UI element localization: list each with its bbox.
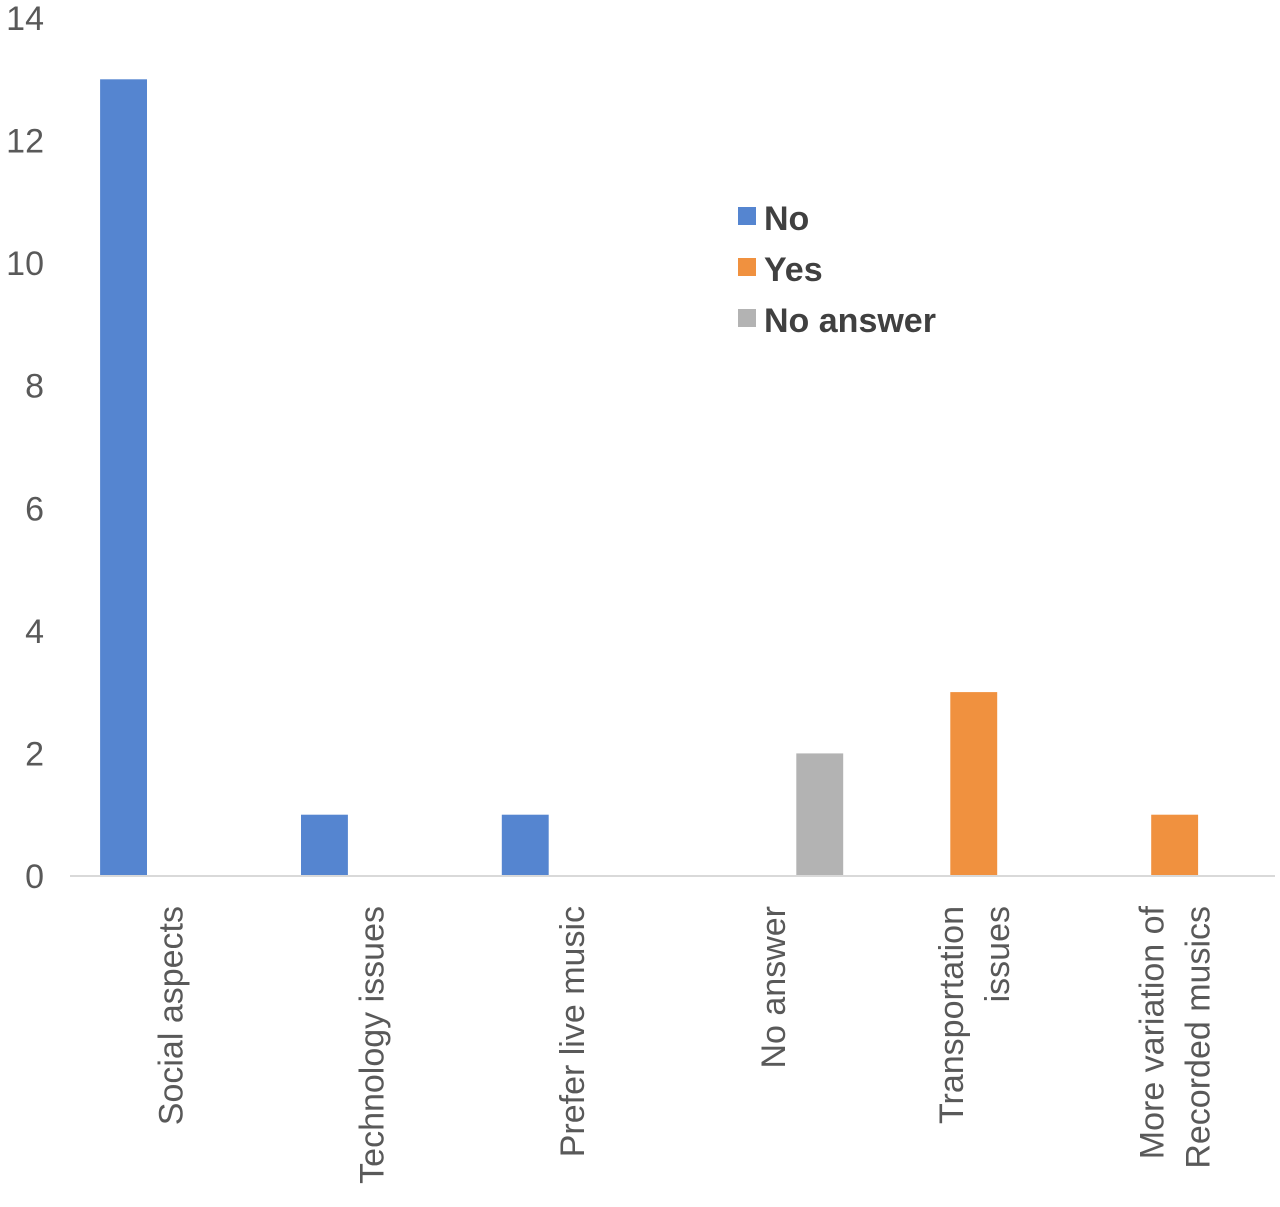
x-category-label-line: Recorded musics — [1180, 906, 1218, 1169]
y-axis: 0 2 4 6 8 10 12 14 — [6, 0, 44, 896]
x-category-label-line: Prefer live music — [554, 906, 592, 1157]
x-category-label-line: Technology issues — [353, 906, 391, 1184]
x-category-label: Transportation issues — [933, 906, 1017, 1124]
bar-no-answer — [796, 753, 844, 876]
x-category-label-line: Transportation — [933, 906, 971, 1124]
legend-swatch — [738, 258, 756, 276]
x-category-label-line: More variation of — [1134, 905, 1172, 1159]
y-tick-label: 10 — [6, 245, 44, 283]
y-tick-label: 6 — [25, 490, 44, 528]
y-tick-label: 0 — [25, 858, 44, 896]
x-axis: Social aspects Technology issues Prefer li… — [152, 905, 1217, 1183]
x-category-label: Technology issues — [353, 906, 391, 1184]
y-tick-label: 4 — [25, 613, 44, 651]
bar-yes — [950, 692, 998, 876]
y-tick-label: 14 — [6, 0, 44, 38]
legend: No Yes No answer — [738, 200, 936, 340]
legend-label: Yes — [764, 251, 823, 289]
legend-swatch — [738, 309, 756, 327]
bar-no — [301, 814, 348, 876]
bar-no — [501, 814, 549, 876]
x-category-label-line: issues — [979, 906, 1017, 1002]
x-category-label: No answer — [755, 906, 793, 1069]
bars — [100, 79, 1199, 877]
x-category-label: More variation of Recorded musics — [1134, 905, 1218, 1168]
x-category-label-line: No answer — [755, 906, 793, 1069]
bar-yes — [1151, 814, 1199, 876]
legend-label: No — [764, 200, 809, 238]
legend-swatch — [738, 207, 756, 225]
y-tick-label: 8 — [25, 368, 44, 406]
x-category-label: Social aspects — [152, 906, 190, 1125]
bar-no — [100, 79, 147, 877]
x-category-label-line: Social aspects — [152, 906, 190, 1125]
x-category-label: Prefer live music — [554, 906, 592, 1157]
legend-label: No answer — [764, 302, 936, 340]
y-tick-label: 2 — [25, 735, 44, 773]
y-tick-label: 12 — [6, 123, 44, 161]
